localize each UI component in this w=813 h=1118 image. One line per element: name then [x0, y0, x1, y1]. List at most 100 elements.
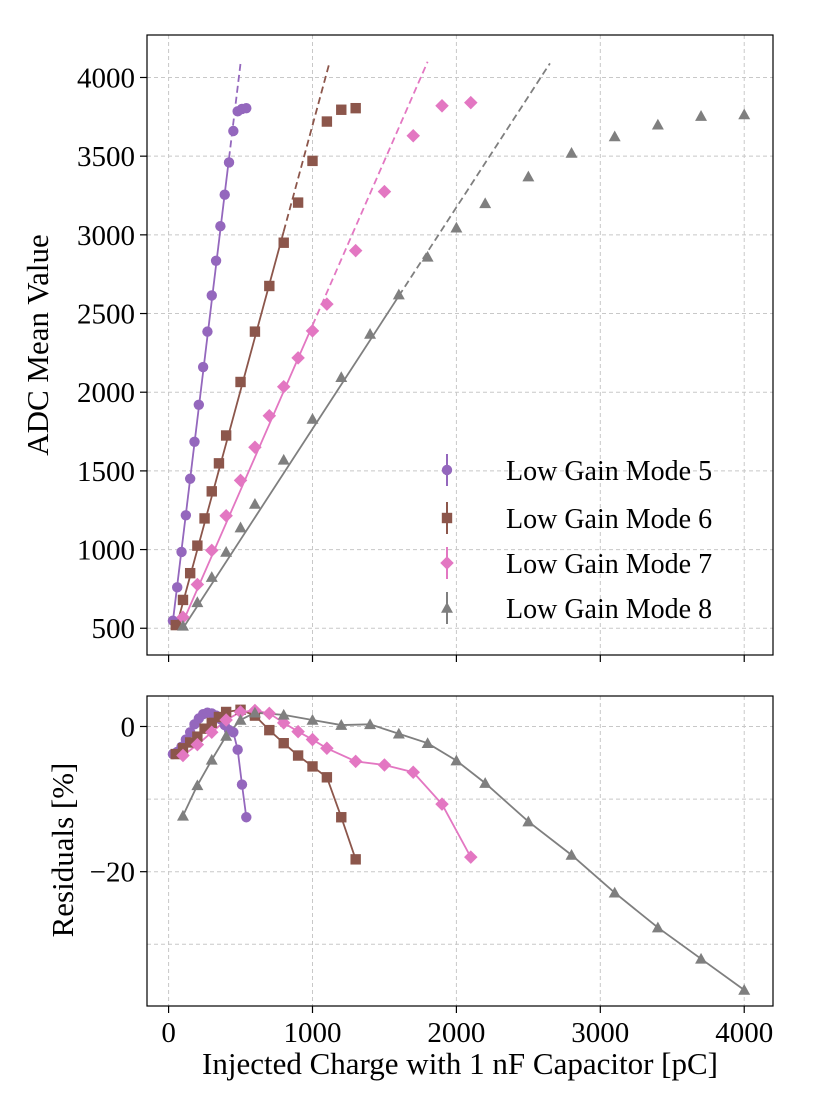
top-panel: 500 1000 1500 2000 2500 3000 3500 4000 ADC Mean… — [20, 34, 774, 662]
data-point-low-gain-mode-5 — [241, 102, 252, 114]
data-point-low-gain-mode-6 — [220, 430, 232, 441]
residual-point-low-gain-mode-5 — [236, 779, 248, 790]
residual-point-low-gain-mode-7 — [377, 758, 392, 772]
legend: Low Gain Mode 5 Low Gain Mode 6 Low Gain… — [440, 454, 712, 625]
data-point-low-gain-mode-6 — [177, 594, 189, 606]
bottom-panel: 0 1000 2000 3000 4000 0 −20 Residuals [%] Inje… — [45, 695, 774, 1081]
bottom-plot-frame — [146, 695, 774, 1007]
top-axis-ticks: 500 1000 1500 2000 2500 3000 3500 4000 — [77, 62, 745, 662]
legend-marker-mode-6 — [441, 512, 453, 524]
data-point-low-gain-mode-7 — [464, 95, 478, 110]
residual-point-low-gain-mode-7 — [176, 748, 190, 763]
data-point-low-gain-mode-5 — [197, 361, 209, 373]
data-point-low-gain-mode-8 — [205, 571, 218, 582]
data-point-low-gain-mode-5 — [215, 220, 226, 232]
residual-point-low-gain-mode-8 — [220, 729, 233, 741]
data-point-low-gain-mode-5 — [176, 546, 187, 558]
data-point-low-gain-mode-6 — [278, 237, 289, 248]
residual-point-low-gain-mode-6 — [350, 854, 361, 865]
data-point-low-gain-mode-6 — [192, 540, 203, 551]
fit-line-solid-low-gain-mode-8 — [182, 295, 400, 629]
residual-point-low-gain-mode-8 — [248, 706, 261, 718]
data-point-low-gain-mode-8 — [306, 412, 319, 424]
residual-point-low-gain-mode-8 — [306, 713, 319, 725]
residual-point-low-gain-mode-6 — [184, 737, 196, 748]
residual-point-low-gain-mode-8 — [522, 815, 535, 827]
residual-point-low-gain-mode-8 — [695, 952, 708, 964]
data-point-low-gain-mode-7 — [248, 440, 262, 455]
data-point-low-gain-mode-6 — [184, 567, 196, 579]
residual-point-low-gain-mode-7 — [435, 797, 449, 811]
data-point-low-gain-mode-6 — [213, 458, 225, 469]
data-point-low-gain-mode-6 — [170, 619, 181, 631]
bottom-gridlines — [147, 696, 773, 1006]
top-ytick-label: 1500 — [77, 456, 135, 488]
residual-point-low-gain-mode-6 — [336, 812, 347, 823]
data-point-low-gain-mode-8 — [220, 545, 233, 557]
residual-point-low-gain-mode-8 — [565, 849, 578, 860]
residual-point-low-gain-mode-6 — [307, 761, 318, 772]
data-point-low-gain-mode-5 — [223, 157, 235, 168]
residual-point-low-gain-mode-8 — [205, 753, 218, 765]
fit-line-dashed-low-gain-mode-8 — [398, 62, 551, 297]
data-point-low-gain-mode-7 — [219, 508, 233, 523]
top-plot-frame — [146, 34, 774, 656]
top-ytick-label: 4000 — [77, 62, 135, 94]
residual-line-low-gain-mode-7 — [182, 709, 472, 858]
xtick-label: 3000 — [571, 1017, 629, 1049]
residual-point-low-gain-mode-6 — [321, 772, 333, 783]
bottom-ytick-label: 0 — [121, 711, 136, 743]
legend-marker-mode-7 — [440, 556, 454, 570]
legend-label-mode-8: Low Gain Mode 8 — [506, 594, 712, 625]
bottom-residual-points — [167, 703, 751, 995]
data-point-low-gain-mode-5 — [202, 326, 213, 337]
residual-point-low-gain-mode-8 — [421, 737, 434, 748]
residual-point-low-gain-mode-6 — [292, 750, 304, 761]
legend-label-mode-6: Low Gain Mode 6 — [506, 504, 712, 535]
data-point-low-gain-mode-8 — [364, 328, 377, 339]
data-point-low-gain-mode-8 — [421, 250, 434, 262]
legend-item-mode-7: Low Gain Mode 7 — [440, 547, 712, 580]
data-point-low-gain-mode-5 — [193, 399, 205, 410]
residual-point-low-gain-mode-7 — [305, 732, 320, 747]
top-y-axis-label: ADC Mean Value — [20, 234, 55, 456]
residual-point-low-gain-mode-7 — [233, 705, 248, 719]
residual-point-low-gain-mode-6 — [220, 706, 232, 718]
xtick-label: 2000 — [427, 1017, 485, 1049]
top-fit-lines — [172, 61, 551, 630]
residual-point-low-gain-mode-6 — [206, 717, 217, 729]
fit-line-dashed-low-gain-mode-7 — [311, 61, 429, 326]
data-point-low-gain-mode-7 — [305, 324, 320, 338]
residual-point-low-gain-mode-6 — [264, 724, 275, 736]
data-point-low-gain-mode-5 — [228, 125, 239, 137]
data-point-low-gain-mode-5 — [219, 189, 230, 200]
data-point-low-gain-mode-6 — [307, 155, 318, 167]
residual-point-low-gain-mode-6 — [213, 711, 225, 723]
legend-marker-shape — [440, 556, 454, 570]
data-point-low-gain-mode-8 — [565, 147, 578, 158]
residual-point-low-gain-mode-6 — [278, 737, 289, 749]
bottom-residual-lines — [172, 708, 745, 991]
legend-label-mode-7: Low Gain Mode 7 — [506, 549, 712, 580]
data-point-low-gain-mode-8 — [450, 221, 463, 233]
data-point-low-gain-mode-8 — [608, 130, 621, 142]
data-point-low-gain-mode-6 — [350, 102, 361, 114]
legend-marker-mode-8 — [441, 602, 453, 613]
data-point-low-gain-mode-7 — [233, 473, 248, 488]
data-point-low-gain-mode-5 — [206, 290, 217, 301]
residual-point-low-gain-mode-8 — [608, 886, 621, 898]
residual-point-low-gain-mode-8 — [479, 777, 492, 788]
data-point-low-gain-mode-8 — [335, 371, 348, 383]
data-point-low-gain-mode-6 — [292, 197, 304, 208]
data-point-low-gain-mode-5 — [180, 510, 192, 521]
data-point-low-gain-mode-8 — [191, 596, 204, 608]
data-point-low-gain-mode-8 — [738, 108, 751, 120]
data-point-low-gain-mode-7 — [176, 610, 190, 624]
residual-point-low-gain-mode-8 — [738, 984, 751, 995]
data-point-low-gain-mode-7 — [377, 184, 392, 199]
data-point-low-gain-mode-7 — [276, 379, 291, 394]
data-point-low-gain-mode-7 — [320, 297, 334, 311]
top-data-points — [167, 95, 751, 631]
data-point-low-gain-mode-7 — [204, 543, 219, 558]
residual-point-low-gain-mode-7 — [320, 741, 334, 756]
